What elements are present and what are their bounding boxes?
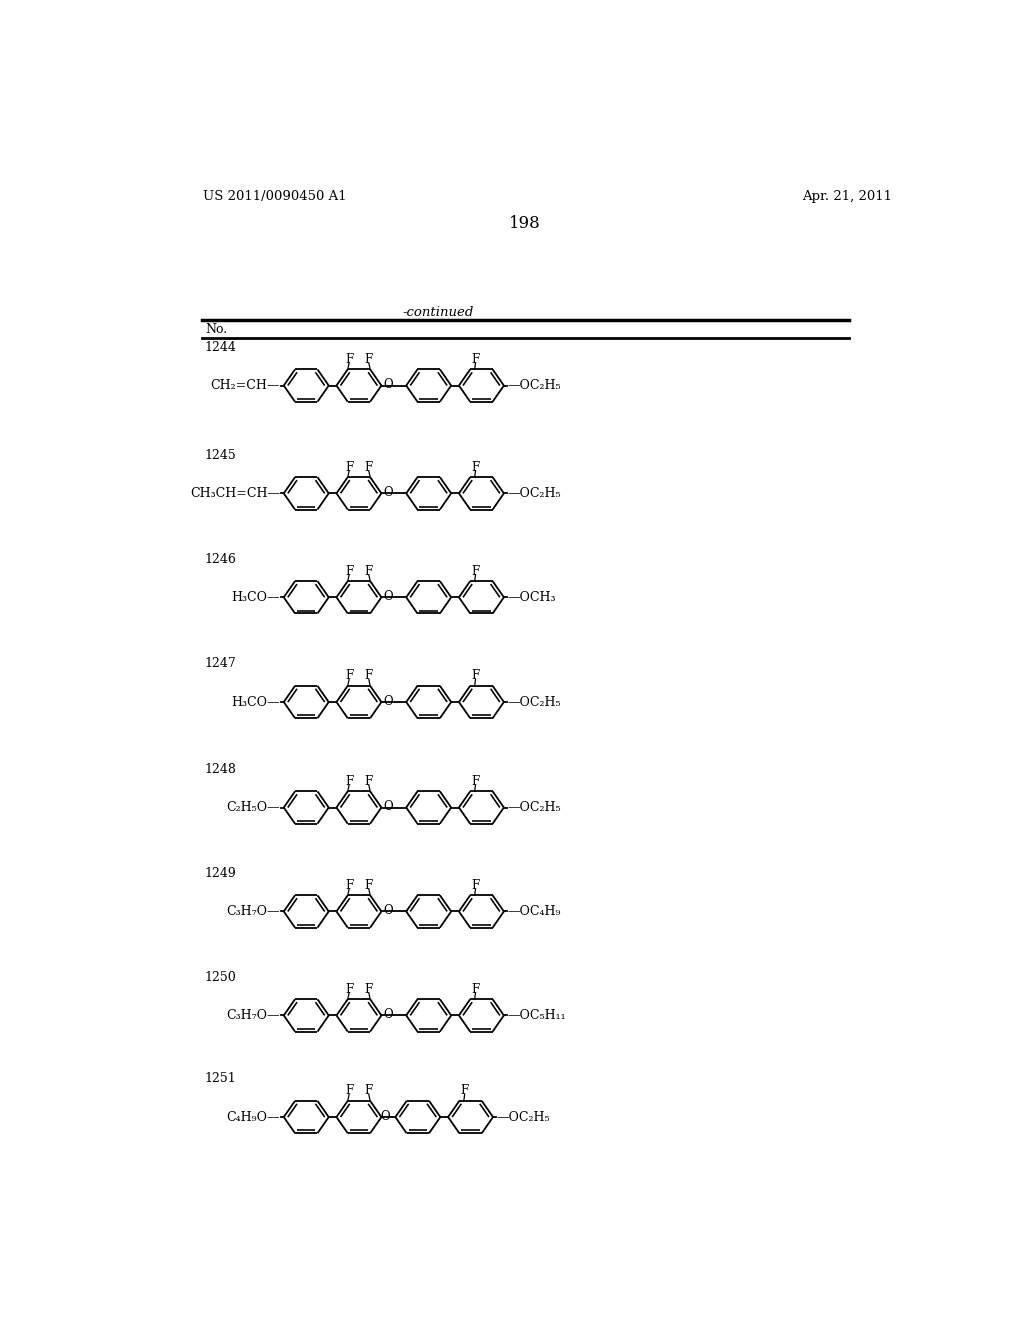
Text: F: F [471,879,479,892]
Text: H₃CO—: H₃CO— [231,591,280,603]
Text: 1247: 1247 [204,657,236,671]
Text: F: F [471,982,479,995]
Text: O: O [384,904,393,917]
Text: F: F [345,461,353,474]
Text: 198: 198 [509,215,541,232]
Text: CH₂=CH—: CH₂=CH— [211,379,280,392]
Text: O: O [384,379,393,391]
Text: -continued: -continued [402,306,474,319]
Text: F: F [345,775,353,788]
Text: —OC₂H₅: —OC₂H₅ [508,487,561,500]
Text: —OC₄H₉: —OC₄H₉ [508,906,561,917]
Text: 1244: 1244 [204,341,236,354]
Text: C₂H₅O—: C₂H₅O— [226,801,280,814]
Text: F: F [365,1084,373,1097]
Text: —OC₂H₅: —OC₂H₅ [508,801,561,814]
Text: F: F [345,982,353,995]
Text: F: F [345,565,353,578]
Text: F: F [461,1084,469,1097]
Text: —OC₂H₅: —OC₂H₅ [508,379,561,392]
Text: F: F [345,352,353,366]
Text: O: O [384,800,393,813]
Text: H₃CO—: H₃CO— [231,696,280,709]
Text: 1250: 1250 [204,970,236,983]
Text: F: F [365,775,373,788]
Text: No.: No. [206,323,227,335]
Text: O: O [384,1008,393,1022]
Text: US 2011/0090450 A1: US 2011/0090450 A1 [203,190,347,203]
Text: 1246: 1246 [204,553,236,566]
Text: 1251: 1251 [204,1072,236,1085]
Text: 1248: 1248 [204,763,236,776]
Text: C₃H₇O—: C₃H₇O— [226,1008,280,1022]
Text: F: F [365,565,373,578]
Text: CH₃CH=CH—: CH₃CH=CH— [189,487,280,500]
Text: —OC₂H₅: —OC₂H₅ [497,1110,551,1123]
Text: F: F [365,982,373,995]
Text: F: F [345,669,353,682]
Text: O: O [384,694,393,708]
Text: F: F [471,461,479,474]
Text: F: F [345,879,353,892]
Text: F: F [345,1084,353,1097]
Text: F: F [365,669,373,682]
Text: F: F [471,352,479,366]
Text: O: O [381,1110,390,1123]
Text: 1249: 1249 [204,867,236,880]
Text: O: O [384,486,393,499]
Text: C₃H₇O—: C₃H₇O— [226,906,280,917]
Text: F: F [471,565,479,578]
Text: F: F [365,461,373,474]
Text: F: F [471,775,479,788]
Text: 1245: 1245 [204,449,236,462]
Text: —OCH₃: —OCH₃ [508,591,556,603]
Text: —OC₂H₅: —OC₂H₅ [508,696,561,709]
Text: —OC₅H₁₁: —OC₅H₁₁ [508,1008,566,1022]
Text: F: F [365,879,373,892]
Text: O: O [384,590,393,603]
Text: F: F [365,352,373,366]
Text: C₄H₉O—: C₄H₉O— [226,1110,280,1123]
Text: F: F [471,669,479,682]
Text: Apr. 21, 2011: Apr. 21, 2011 [802,190,892,203]
